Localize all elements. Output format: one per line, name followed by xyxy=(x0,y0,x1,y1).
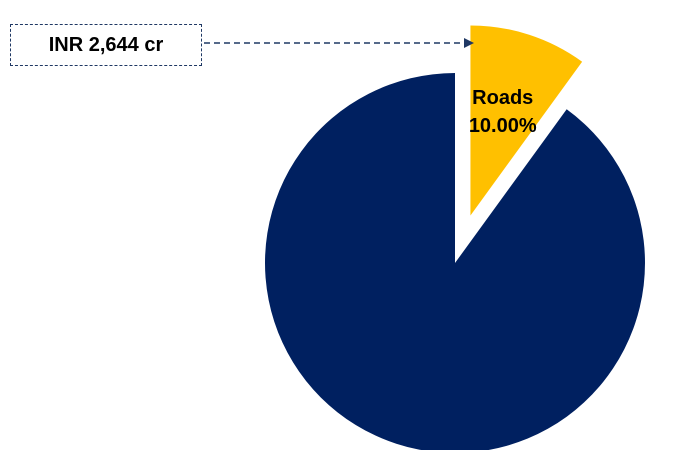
callout-text: INR 2,644 cr xyxy=(48,33,164,56)
pie-slice-other xyxy=(265,73,645,450)
slice-label-name: Roads xyxy=(472,87,533,109)
slice-labels: Roads 10.00% xyxy=(469,87,537,137)
pie-slices xyxy=(265,25,645,450)
slice-label-value: 10.00% xyxy=(469,115,537,137)
callout-box: INR 2,644 cr xyxy=(10,24,202,66)
pie-slice-roads xyxy=(470,25,583,216)
